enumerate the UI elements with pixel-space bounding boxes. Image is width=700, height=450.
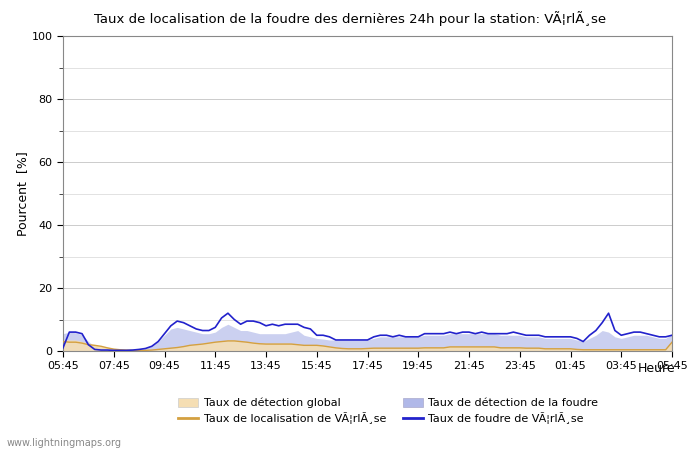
Text: Heure: Heure bbox=[638, 362, 676, 375]
Legend: Taux de détection global, Taux de localisation de VÃ¦rlÃ¸se, Taux de détection d: Taux de détection global, Taux de locali… bbox=[178, 397, 598, 424]
Text: www.lightningmaps.org: www.lightningmaps.org bbox=[7, 438, 122, 448]
Y-axis label: Pourcent  [%]: Pourcent [%] bbox=[16, 151, 29, 236]
Text: Taux de localisation de la foudre des dernières 24h pour la station: VÃ¦rlÃ¸se: Taux de localisation de la foudre des de… bbox=[94, 11, 606, 26]
